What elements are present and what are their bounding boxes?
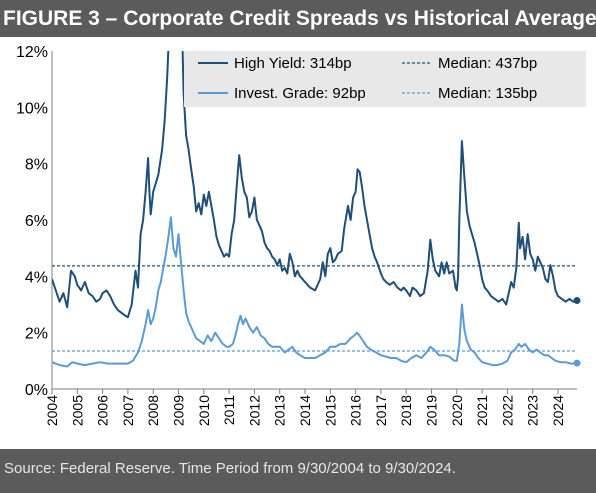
x-tick-label: 2004 <box>44 395 60 426</box>
legend-high-yield-label: High Yield: 314bp <box>234 55 352 72</box>
line-chart: 0% 2% 4% 6% 8% 10% 12% 2004 2005 2006 2007 2008 2009… <box>16 44 586 426</box>
x-tick-label: 2024 <box>550 395 566 426</box>
legend-median-high-yield-label: Median: 437bp <box>438 55 537 72</box>
y-tick-label: 12% <box>16 44 48 61</box>
x-tick-label: 2007 <box>120 395 136 426</box>
x-tick-label: 2009 <box>171 395 187 426</box>
y-tick-label: 0% <box>25 382 48 399</box>
series-end-marker-1 <box>573 359 581 367</box>
x-tick-label: 2019 <box>424 395 440 426</box>
x-tick-label: 2020 <box>449 395 465 426</box>
x-tick-label: 2017 <box>373 395 389 426</box>
x-tick-label: 2016 <box>348 395 364 426</box>
x-tick-label: 2014 <box>297 395 313 426</box>
x-tick-label: 2006 <box>95 395 111 426</box>
x-tick-label: 2021 <box>474 395 490 426</box>
legend-median-invest-grade-label: Median: 135bp <box>438 85 537 102</box>
x-tick-label: 2013 <box>272 395 288 426</box>
x-tick-label: 2012 <box>246 395 262 426</box>
chart-title: FIGURE 3 – Corporate Credit Spreads vs H… <box>0 0 596 37</box>
chart-area: 0% 2% 4% 6% 8% 10% 12% 2004 2005 2006 2007 2008 2009… <box>0 37 596 449</box>
x-tick-label: 2022 <box>499 395 515 426</box>
x-tick-label: 2005 <box>69 395 85 426</box>
legend-invest-grade-label: Invest. Grade: 92bp <box>234 85 366 102</box>
x-tick-label: 2015 <box>322 395 338 426</box>
x-tick-label: 2023 <box>525 395 541 426</box>
x-tick-label: 2008 <box>145 395 161 426</box>
y-tick-label: 2% <box>25 326 48 343</box>
y-tick-label: 4% <box>25 269 48 286</box>
series-line-1 <box>52 216 577 368</box>
series-line-0 <box>52 51 577 319</box>
x-tick-label: 2018 <box>398 395 414 426</box>
y-tick-label: 10% <box>16 100 48 117</box>
x-tick-label: 2011 <box>221 395 237 425</box>
x-tick-label: 2010 <box>196 395 212 426</box>
y-tick-label: 8% <box>25 157 48 174</box>
y-tick-label: 6% <box>25 213 48 230</box>
source-note: Source: Federal Reserve. Time Period fro… <box>0 449 596 493</box>
series-end-marker-0 <box>573 297 581 305</box>
legend-box <box>184 51 586 107</box>
